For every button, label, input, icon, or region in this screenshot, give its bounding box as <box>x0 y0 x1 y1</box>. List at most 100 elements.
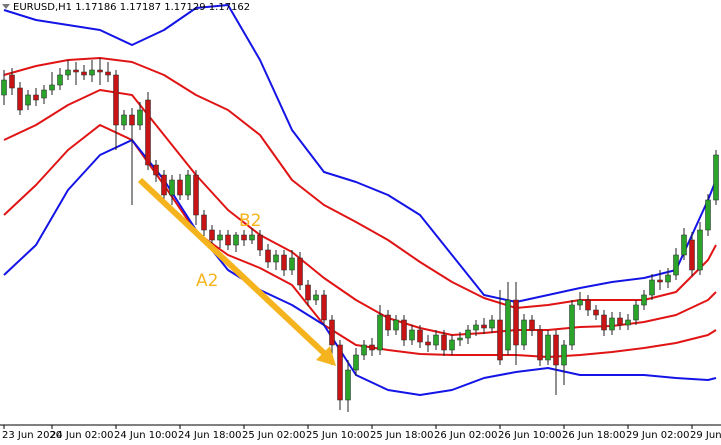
candle-body <box>161 174 167 196</box>
candle-body <box>249 234 255 241</box>
candle-body <box>697 229 703 271</box>
x-tick-label: 29 Jun 10:00 <box>690 430 721 441</box>
candle-body <box>569 304 575 346</box>
candle-body <box>409 329 415 341</box>
candle-body <box>385 314 391 331</box>
candle-body <box>473 324 479 331</box>
candle-body <box>617 317 623 326</box>
candle-body <box>657 279 663 283</box>
candle-body <box>457 337 463 341</box>
candle-body <box>585 299 591 311</box>
candle-body <box>601 314 607 331</box>
band-line <box>3 4 717 303</box>
x-tick-label: 25 Jun 10:00 <box>306 430 370 441</box>
candle-body <box>305 284 311 301</box>
candle-body <box>57 74 63 86</box>
candle-body <box>425 341 431 346</box>
candle-body <box>233 234 239 246</box>
candle-body <box>513 299 519 346</box>
candle-body <box>553 334 559 366</box>
candle-body <box>369 344 375 351</box>
candle-body <box>681 234 687 256</box>
x-tick-label: 25 Jun 02:00 <box>242 430 306 441</box>
candle-body <box>17 87 23 111</box>
arrow-head <box>316 346 336 366</box>
symbol-icon <box>2 4 10 9</box>
candle-body <box>433 334 439 346</box>
candle-body <box>649 279 655 296</box>
candle-body <box>49 84 55 91</box>
candle-body <box>609 317 615 331</box>
candle-body <box>121 114 127 126</box>
candle-body <box>673 254 679 276</box>
band-line <box>3 139 717 396</box>
band-line <box>3 89 717 336</box>
x-tick-label: 26 Jun 18:00 <box>562 430 626 441</box>
candle-body <box>705 199 711 231</box>
candle-body <box>193 174 199 216</box>
candle-body <box>353 354 359 371</box>
candle-body <box>497 319 503 361</box>
candle-body <box>521 319 527 346</box>
candle-body <box>225 234 231 246</box>
x-tick-label: 26 Jun 02:00 <box>434 430 498 441</box>
candle-body <box>81 71 87 76</box>
candle-body <box>129 114 135 126</box>
candle-body <box>289 257 295 271</box>
candle-body <box>185 174 191 196</box>
arrow-shaft <box>137 177 327 356</box>
candle-body <box>625 319 631 326</box>
x-tick-label: 26 Jun 10:00 <box>498 430 562 441</box>
x-tick-label: 23 Jun 2020 <box>2 430 62 441</box>
candle-body <box>137 109 143 126</box>
candle-body <box>73 69 79 73</box>
candle-body <box>241 234 247 241</box>
candle-body <box>273 254 279 263</box>
x-tick-label: 24 Jun 02:00 <box>50 430 114 441</box>
candle-body <box>377 314 383 351</box>
candle-body <box>9 74 15 89</box>
candle-body <box>689 239 695 271</box>
candle-body <box>1 79 7 96</box>
candle-body <box>593 309 599 316</box>
candle-body <box>441 334 447 351</box>
candle-body <box>33 94 39 101</box>
candle-body <box>329 319 335 346</box>
candle-body <box>633 304 639 321</box>
chart-title: EURUSD,H1 1.17186 1.17187 1.17129 1.1716… <box>13 2 250 13</box>
candle-body <box>313 294 319 301</box>
candle-body <box>337 344 343 401</box>
x-tick-label: 24 Jun 18:00 <box>178 430 242 441</box>
plot-area <box>1 4 719 412</box>
candle-body <box>489 319 495 329</box>
candle-body <box>665 274 671 283</box>
candle-body <box>89 69 95 76</box>
candle-body <box>713 154 719 201</box>
candle-body <box>217 234 223 241</box>
candle-body <box>105 71 111 76</box>
candle-body <box>257 234 263 251</box>
candle-body <box>201 214 207 231</box>
candle-body <box>417 329 423 343</box>
candle-body <box>169 179 175 196</box>
candle-body <box>297 257 303 286</box>
candle-body <box>321 294 327 321</box>
candle-body <box>449 339 455 351</box>
candle-body <box>361 344 367 356</box>
candle-body <box>41 89 47 99</box>
band-line <box>3 57 717 309</box>
candle-body <box>641 294 647 306</box>
annotation: B2 <box>239 211 261 231</box>
candle-body <box>145 99 151 166</box>
x-tick-label: 29 Jun 02:00 <box>626 430 690 441</box>
candle-body <box>545 334 551 361</box>
candle-body <box>25 94 31 106</box>
candle-body <box>529 319 535 331</box>
candle-body <box>345 369 351 401</box>
candle-body <box>209 229 215 241</box>
x-tick-label: 25 Jun 18:00 <box>370 430 434 441</box>
candle-body <box>153 164 159 176</box>
